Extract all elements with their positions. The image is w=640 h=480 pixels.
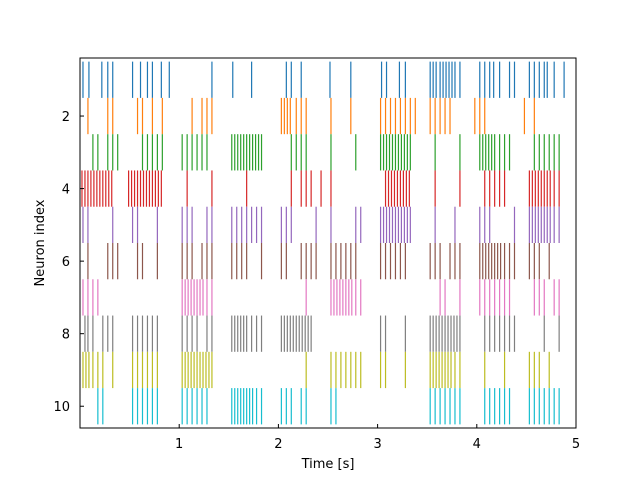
axes-frame xyxy=(79,57,577,429)
y-tick-label: 2 xyxy=(62,110,70,125)
x-axis-ticks: 1 2 3 4 5 xyxy=(175,424,580,452)
x-axis-label: Time [s] xyxy=(301,457,355,472)
neuron-10-spike-train xyxy=(97,388,560,425)
x-tick-label: 5 xyxy=(572,437,580,452)
neuron-1-spike-train xyxy=(82,61,565,98)
spike-events xyxy=(81,61,565,425)
neuron-9-spike-train xyxy=(82,351,550,389)
x-tick-label: 2 xyxy=(274,437,282,452)
y-tick-label: 6 xyxy=(62,255,70,270)
neuron-7-spike-train xyxy=(82,279,560,316)
y-axis-ticks: 2 4 6 8 10 xyxy=(53,110,84,415)
neuron-3-spike-train xyxy=(92,134,560,171)
neuron-5-spike-train xyxy=(82,206,560,243)
y-tick-label: 4 xyxy=(62,183,70,198)
neuron-8-spike-train xyxy=(84,315,560,352)
neuron-2-spike-train xyxy=(87,97,535,135)
y-tick-label: 8 xyxy=(62,328,70,343)
y-tick-label: 10 xyxy=(53,400,70,415)
x-tick-label: 4 xyxy=(473,437,481,452)
x-tick-label: 1 xyxy=(175,437,183,452)
neuron-4-spike-train xyxy=(81,170,560,207)
neuron-6-spike-train xyxy=(87,243,550,280)
y-axis-label: Neuron index xyxy=(33,199,48,286)
x-tick-label: 3 xyxy=(373,437,381,452)
